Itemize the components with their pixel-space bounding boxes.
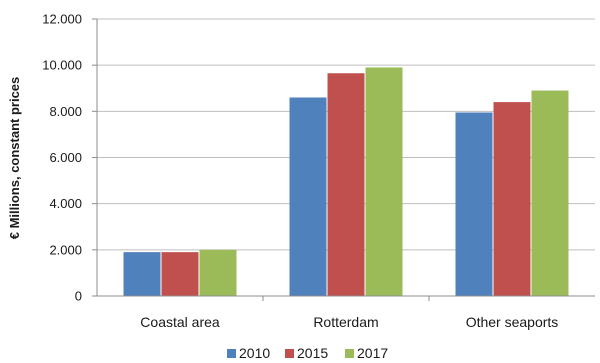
y-tick-label: 6.000	[49, 150, 82, 165]
y-tick-label: 2.000	[49, 242, 82, 257]
legend-label: 2015	[297, 345, 328, 361]
y-tick-label: 8.000	[49, 104, 82, 119]
y-tick-label: 4.000	[49, 196, 82, 211]
bars	[123, 67, 569, 296]
y-axis-label: € Millions, constant prices	[7, 77, 22, 240]
bar-2017-2	[531, 90, 569, 296]
bar-2017-0	[199, 249, 237, 296]
x-tick-labels: Coastal area Rotterdam Other seaports	[140, 314, 558, 330]
y-tick-label: 0	[75, 289, 82, 304]
y-tick-label: 10.000	[42, 58, 82, 73]
bar-2010-1	[289, 97, 327, 296]
x-tick-label: Coastal area	[140, 314, 220, 330]
bar-2015-2	[493, 102, 531, 296]
bar-2010-0	[123, 252, 161, 296]
y-tick-label: 12.000	[42, 12, 82, 27]
legend-swatch-2015	[285, 349, 294, 358]
y-tick-labels: 0 2.000 4.000 6.000 8.000 10.000 12.000	[42, 12, 82, 304]
bar-2017-1	[365, 67, 403, 296]
axes	[92, 18, 595, 301]
legend-swatch-2017	[345, 349, 354, 358]
x-tick-label: Rotterdam	[313, 314, 378, 330]
bar-2015-1	[327, 73, 365, 296]
legend-swatch-2010	[227, 349, 236, 358]
legend: 2010 2015 2017	[227, 345, 388, 361]
legend-label: 2010	[239, 345, 270, 361]
x-tick-label: Other seaports	[466, 314, 559, 330]
bar-2010-2	[455, 112, 493, 296]
legend-label: 2017	[357, 345, 388, 361]
bar-2015-0	[161, 252, 199, 296]
